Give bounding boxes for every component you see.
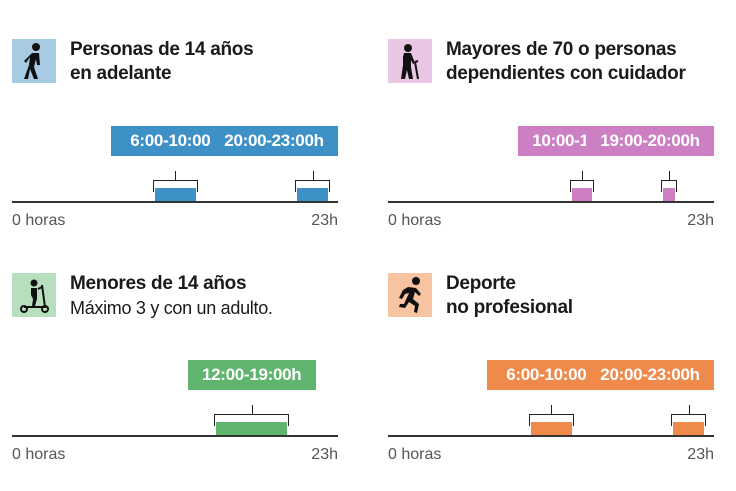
range-bracket (295, 171, 330, 192)
walking-person-icon (12, 39, 56, 83)
range-bar (531, 422, 572, 435)
range-bar (155, 188, 196, 201)
range-bar (673, 422, 704, 435)
title-line-2: no profesional (446, 297, 573, 318)
panel-adults: Personas de 14 años en adelante 6:00-10:… (12, 34, 352, 244)
range-bar (297, 188, 328, 201)
range-bracket (661, 171, 678, 192)
range-pill: 12:00-19:00h (187, 360, 316, 390)
title-line-1: Personas de 14 años (70, 39, 254, 60)
time-axis (388, 201, 714, 203)
range-pill: 19:00-20:00h (586, 126, 714, 156)
panel-title: Menores de 14 años Máximo 3 y con un adu… (70, 272, 273, 320)
axis-start-label: 0 horas (12, 446, 66, 463)
axis-end-label: 23h (311, 446, 338, 463)
axis-start-label: 0 horas (12, 212, 66, 229)
panel-title: Deporte no profesional (446, 272, 573, 320)
title-line-1: Mayores de 70 o personas (446, 39, 677, 60)
title-line-2: dependientes con cuidador (446, 63, 686, 84)
panel-title: Personas de 14 años en adelante (70, 38, 254, 86)
range-bracket (671, 405, 706, 426)
range-bracket (529, 405, 574, 426)
panel-subtitle: Máximo 3 y con un adulto. (70, 298, 273, 318)
axis-end-label: 23h (311, 212, 338, 229)
range-bar (663, 188, 676, 201)
title-line-1: Menores de 14 años (70, 273, 247, 294)
range-bracket (153, 171, 198, 192)
elderly-person-cane-icon (388, 39, 432, 83)
range-pill: 20:00-23:00h (210, 126, 338, 156)
title-line-1: Deporte (446, 273, 516, 294)
range-bracket (569, 171, 595, 192)
child-scooter-icon (12, 273, 56, 317)
time-axis (12, 201, 338, 203)
range-bracket (214, 405, 290, 426)
axis-start-label: 0 horas (388, 446, 442, 463)
running-person-icon (388, 273, 432, 317)
panel-elderly: Mayores de 70 o personas dependientes co… (388, 34, 728, 244)
axis-start-label: 0 horas (388, 212, 442, 229)
range-bar (571, 188, 593, 201)
title-line-2: en adelante (70, 63, 172, 84)
timeline: 10:00-12:00h 19:00-20:00h 0 horas 23h (388, 114, 714, 234)
timeline: 6:00-10:00h 20:00-23:00h 0 horas 23h (12, 114, 338, 234)
axis-end-label: 23h (687, 212, 714, 229)
axis-end-label: 23h (687, 446, 714, 463)
panel-sport: Deporte no profesional 6:00-10:00h 20:00… (388, 268, 728, 478)
timeline: 12:00-19:00h 0 horas 23h (12, 348, 338, 468)
range-bar (216, 422, 288, 435)
panel-title: Mayores de 70 o personas dependientes co… (446, 38, 686, 86)
timeline: 6:00-10:00h 20:00-23:00h 0 horas 23h (388, 348, 714, 468)
panel-children: Menores de 14 años Máximo 3 y con un adu… (12, 268, 352, 478)
time-axis (388, 435, 714, 437)
time-axis (12, 435, 338, 437)
range-pill: 20:00-23:00h (586, 360, 714, 390)
